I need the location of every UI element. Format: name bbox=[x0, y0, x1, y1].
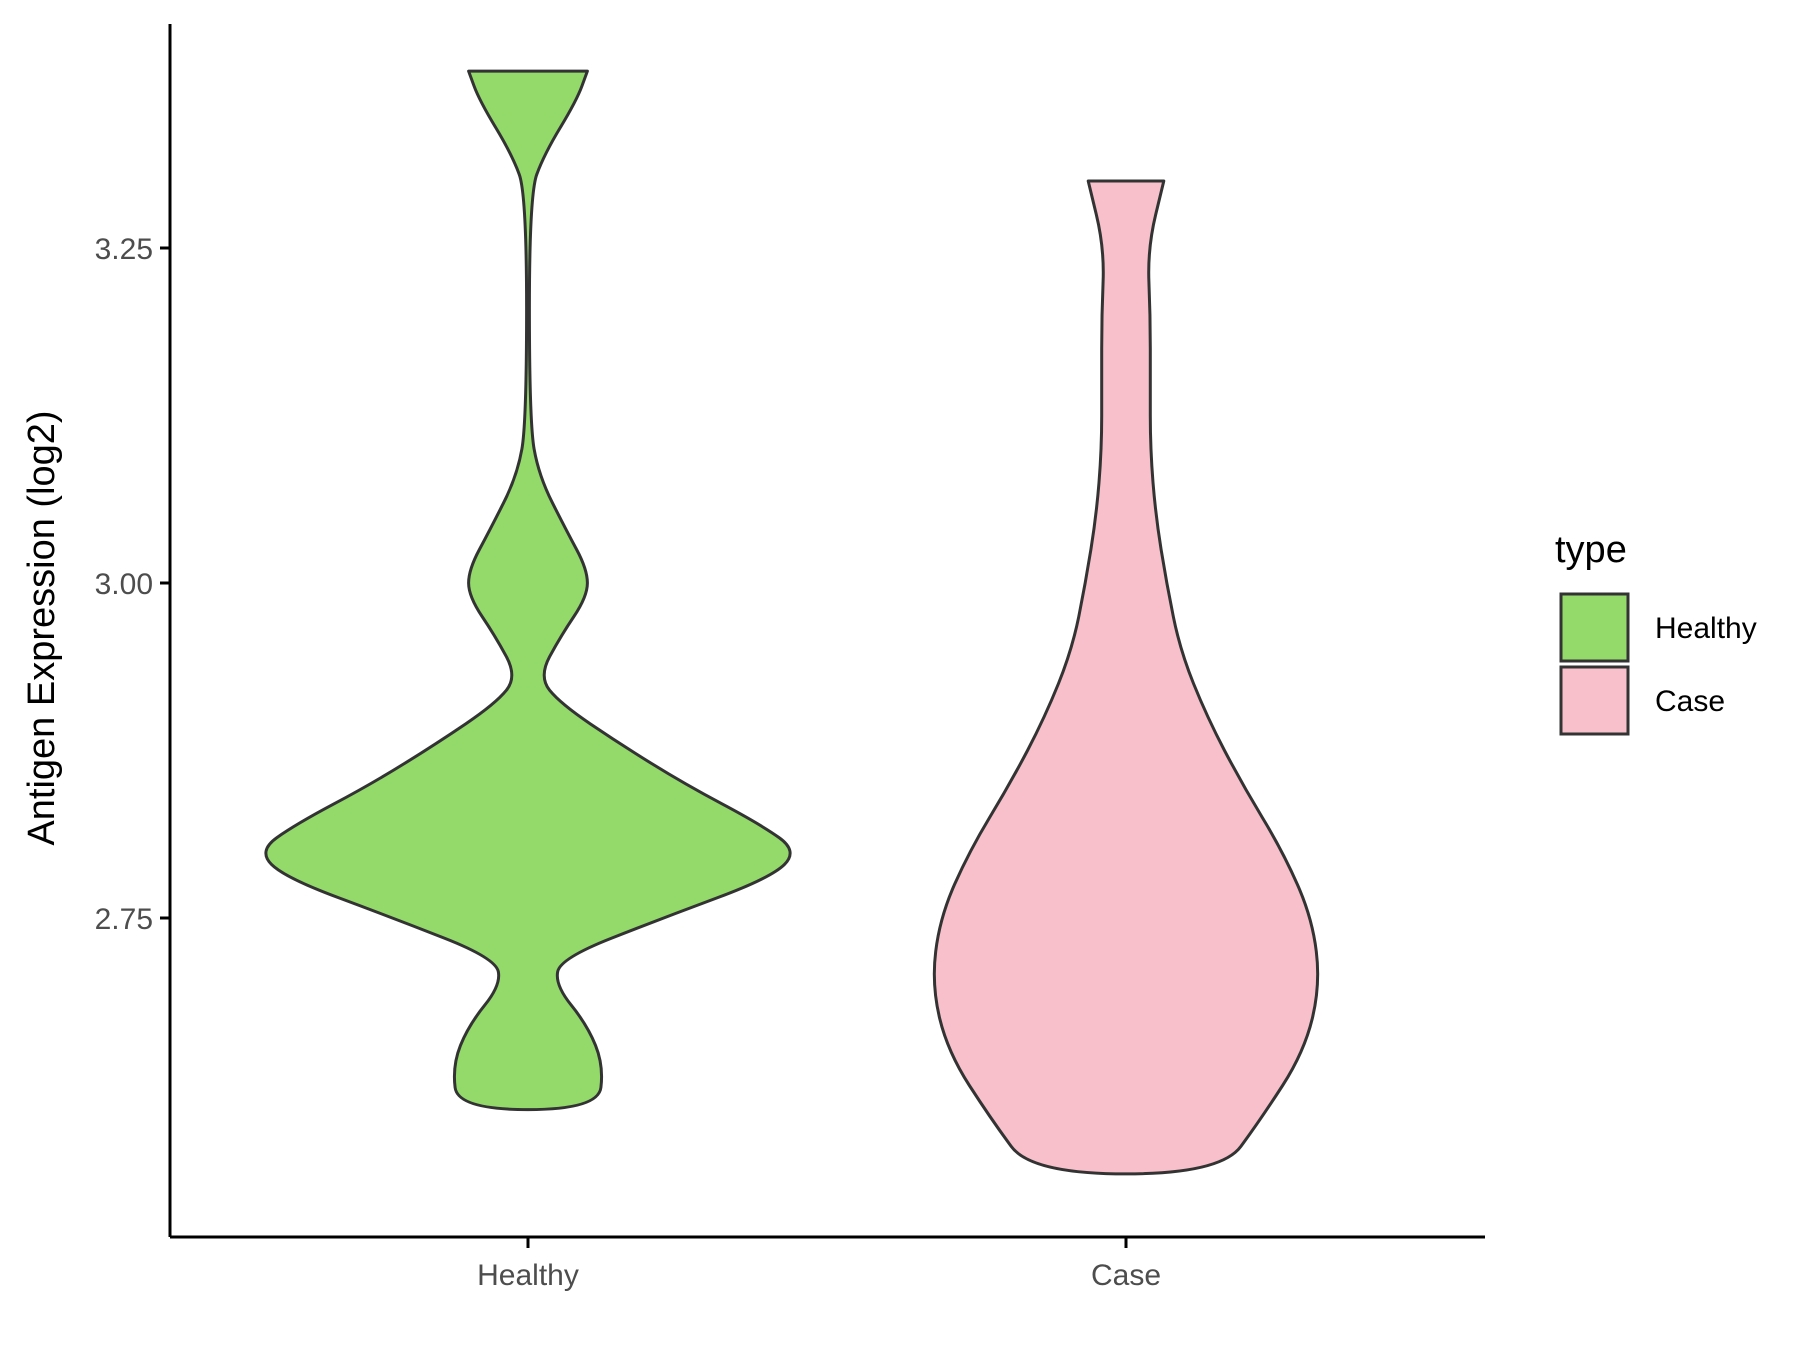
x-tick-label: Case bbox=[1091, 1259, 1161, 1292]
y-tick-label: 3.00 bbox=[95, 568, 153, 601]
y-axis-title: Antigen Expression (log2) bbox=[21, 410, 63, 845]
legend-label-healthy: Healthy bbox=[1655, 612, 1757, 645]
y-ticks: 2.75 3.00 3.25 bbox=[95, 233, 170, 936]
legend-label-case: Case bbox=[1655, 685, 1725, 718]
legend: type Healthy Case bbox=[1555, 529, 1757, 736]
x-ticks: Healthy Case bbox=[477, 1237, 1161, 1292]
violin-case bbox=[932, 179, 1320, 1176]
violin-healthy bbox=[264, 69, 792, 1112]
legend-swatch-case bbox=[1559, 665, 1630, 736]
legend-title: type bbox=[1555, 529, 1627, 571]
legend-swatch-healthy bbox=[1559, 592, 1630, 663]
axes bbox=[168, 24, 1485, 1239]
y-tick-label: 3.25 bbox=[95, 233, 153, 266]
violins-layer bbox=[264, 69, 1320, 1176]
y-tick-label: 2.75 bbox=[95, 903, 153, 936]
x-tick-label: Healthy bbox=[477, 1259, 579, 1292]
